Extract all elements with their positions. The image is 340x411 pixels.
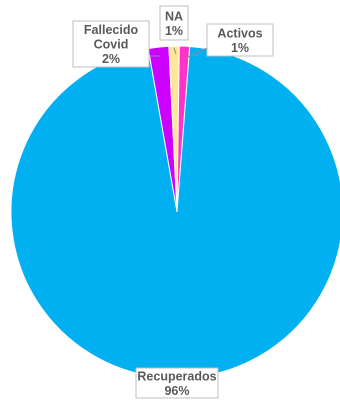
- data-label-na: NA1%: [159, 5, 189, 41]
- data-label-percent: 2%: [102, 52, 120, 66]
- data-label-box: [135, 367, 219, 399]
- data-label-box: [206, 23, 274, 57]
- data-label-name: Covid: [94, 38, 129, 52]
- data-label-name: Fallecido: [84, 23, 139, 37]
- pie-slices: [10, 45, 340, 379]
- data-label-percent: 1%: [231, 41, 249, 55]
- leader-line-na: [173, 47, 177, 55]
- data-label-name: Recuperados: [137, 369, 216, 383]
- data-label-name: Activos: [217, 26, 262, 40]
- data-label-percent: 1%: [165, 24, 183, 38]
- data-label-box: [159, 5, 189, 41]
- leader-line-activos: [185, 47, 208, 59]
- data-label-box: [72, 20, 150, 68]
- label-leader-lines: [150, 47, 208, 59]
- data-label-percent: 96%: [164, 384, 189, 398]
- data-label-name: NA: [165, 9, 183, 23]
